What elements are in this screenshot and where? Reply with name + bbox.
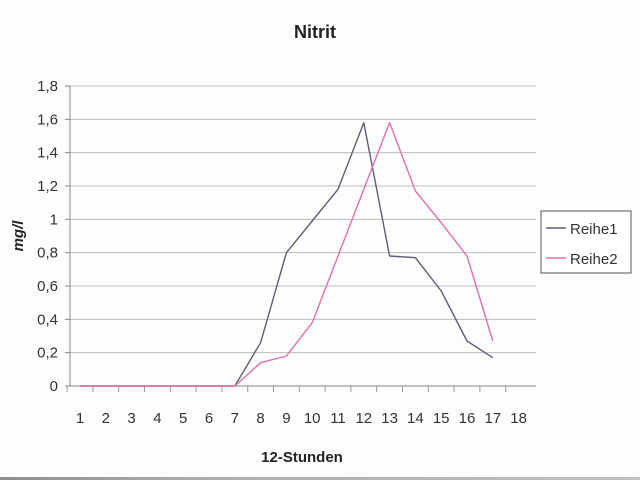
x-tick-labels: 1 2 3 4 5 6 7 8 9 10 11 12 13 14 15 16 17 18 <box>76 410 527 427</box>
x-tick-label: 13 <box>381 410 398 427</box>
y-tick-label: 0,2 <box>37 345 58 362</box>
y-tick-labels: 0 0,2 0,4 0,6 0,8 1 1,2 1,4 1,6 1,8 <box>37 78 58 395</box>
x-tick-label: 14 <box>407 410 424 427</box>
x-tick-label: 2 <box>102 410 110 427</box>
y-axis-label: mg/l <box>10 220 27 252</box>
x-tick-label: 7 <box>231 410 239 427</box>
x-tick-label: 6 <box>205 410 213 427</box>
legend: Reihe1 Reihe2 <box>540 210 632 274</box>
y-tick-label: 0,4 <box>37 311 58 328</box>
y-tick-label: 0,8 <box>37 245 58 262</box>
x-tick-label: 11 <box>330 410 346 427</box>
y-tick-label: 1,6 <box>37 111 58 128</box>
x-tick-label: 5 <box>179 410 187 427</box>
legend-label: Reihe2 <box>570 251 618 268</box>
y-tick-label: 0 <box>50 378 58 395</box>
x-tick-label: 18 <box>510 410 527 427</box>
x-tick-label: 9 <box>282 410 290 427</box>
legend-label: Reihe1 <box>570 221 618 238</box>
y-tick-label: 0,6 <box>37 278 58 295</box>
x-tick-label: 3 <box>127 410 135 427</box>
series-line-reihe1 <box>80 121 494 387</box>
series-lines <box>80 121 494 387</box>
legend-items: Reihe1 Reihe2 <box>546 221 618 268</box>
x-tick-label: 8 <box>256 410 264 427</box>
x-tick-label: 17 <box>484 410 501 427</box>
x-tick-label: 10 <box>304 410 321 427</box>
x-tick-label: 1 <box>76 410 84 427</box>
y-tick-label: 1,8 <box>37 78 58 95</box>
y-tick-label: 1,2 <box>37 178 58 195</box>
legend-box <box>540 210 632 274</box>
series-line-reihe2 <box>80 121 494 387</box>
gridlines <box>70 85 536 354</box>
x-tick-label: 12 <box>355 410 372 427</box>
x-tick-label: 16 <box>459 410 476 427</box>
x-tick-label: 15 <box>433 410 450 427</box>
chart-title: Nitrit <box>294 22 336 42</box>
axes <box>65 85 536 392</box>
y-tick-label: 1 <box>50 211 58 228</box>
scan-edge-decoration <box>0 477 640 480</box>
x-tick-label: 4 <box>153 410 161 427</box>
x-axis-label: 12-Stunden <box>261 449 343 466</box>
y-tick-label: 1,4 <box>37 145 58 162</box>
